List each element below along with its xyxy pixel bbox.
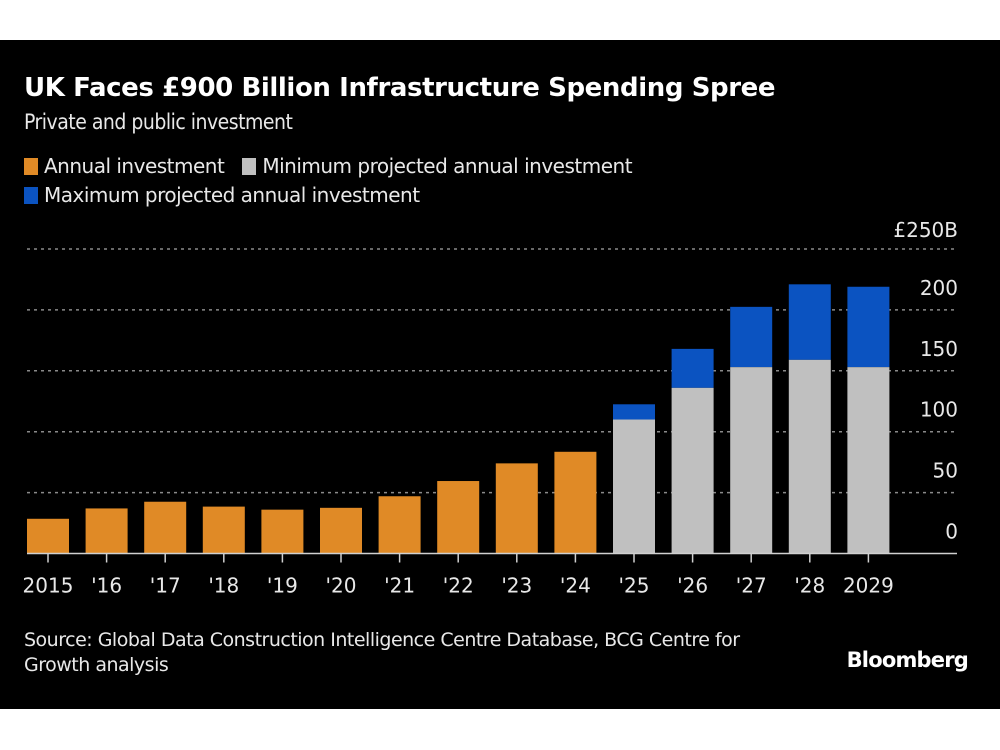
legend-label-annual: Annual investment	[44, 154, 225, 178]
bar-maximum-projected	[613, 404, 655, 420]
y-axis-labels: 0 50 100 150 200 £250B	[893, 218, 958, 544]
bar-maximum-projected	[730, 306, 773, 368]
bar-minimum-projected	[671, 387, 714, 554]
chart-subtitle: Private and public investment	[24, 110, 293, 134]
x-tick-label: '22	[443, 574, 474, 598]
bloomberg-logo: Bloomberg	[846, 648, 969, 672]
x-tick-label: '18	[208, 574, 239, 598]
source-note: Source: Global Data Construction Intelli…	[24, 629, 740, 676]
x-tick-label: 2015	[23, 574, 74, 598]
x-tick-label: '26	[677, 574, 708, 598]
x-tick-label: '23	[501, 574, 532, 598]
legend-swatch-maximum	[24, 186, 38, 204]
bar-annual-investment	[320, 507, 362, 554]
legend-swatch-annual	[24, 157, 38, 175]
legend-item-annual: Annual investment	[24, 154, 225, 178]
bar-maximum-projected	[847, 286, 890, 368]
x-tick-label: '28	[794, 574, 825, 598]
y-tick-label: 50	[933, 459, 958, 483]
bar-chart: 0 50 100 150 200 £250B 2015 '16 '17 '18 '19 '20 '21…	[23, 218, 958, 598]
x-tick-label: 2029	[843, 574, 894, 598]
bar-maximum-projected	[671, 348, 714, 388]
x-tick-label: '27	[736, 574, 767, 598]
x-tick-label: '16	[91, 574, 122, 598]
legend-row-2: Maximum projected annual investment	[24, 183, 438, 207]
legend: Annual investment Minimum projected annu…	[24, 154, 650, 178]
y-tick-label: 150	[920, 337, 958, 361]
bar-annual-investment	[144, 501, 187, 554]
x-tick-label: '25	[619, 574, 650, 598]
bar-minimum-projected	[847, 367, 890, 554]
bar-annual-investment	[437, 481, 480, 554]
bar-annual-investment	[85, 508, 128, 554]
y-tick-label: 0	[945, 520, 958, 544]
bar-annual-investment	[495, 463, 538, 554]
x-tick-label: '24	[560, 574, 591, 598]
bar-annual-investment	[202, 506, 245, 554]
y-tick-label: £250B	[893, 218, 958, 242]
legend-item-maximum: Maximum projected annual investment	[24, 183, 420, 207]
x-axis	[27, 552, 957, 563]
gridlines	[27, 248, 957, 494]
x-tick-label: '20	[326, 574, 357, 598]
y-tick-label: 100	[920, 398, 958, 422]
bar-minimum-projected	[613, 419, 655, 554]
bar-minimum-projected	[730, 367, 773, 554]
chart-title: UK Faces £900 Billion Infrastructure Spe…	[24, 73, 776, 103]
chart-panel: UK Faces £900 Billion Infrastructure Spe…	[0, 40, 1000, 709]
legend-swatch-minimum	[242, 157, 257, 175]
bars	[27, 284, 890, 554]
bar-annual-investment	[261, 509, 304, 554]
y-tick-label: 200	[920, 276, 958, 300]
bar-annual-investment	[27, 518, 69, 554]
x-axis-labels: 2015 '16 '17 '18 '19 '20 '21 '22 '23 '24 '25 '26 '27…	[23, 574, 894, 598]
x-tick-label: '19	[267, 574, 298, 598]
legend-label-maximum: Maximum projected annual investment	[44, 183, 420, 207]
bar-annual-investment	[378, 496, 421, 554]
bar-minimum-projected	[788, 359, 831, 554]
x-tick-label: '17	[150, 574, 181, 598]
bar-annual-investment	[554, 451, 597, 554]
legend-item-minimum: Minimum projected annual investment	[242, 154, 633, 178]
legend-label-minimum: Minimum projected annual investment	[262, 154, 633, 178]
x-tick-label: '21	[384, 574, 415, 598]
bar-maximum-projected	[788, 284, 831, 360]
